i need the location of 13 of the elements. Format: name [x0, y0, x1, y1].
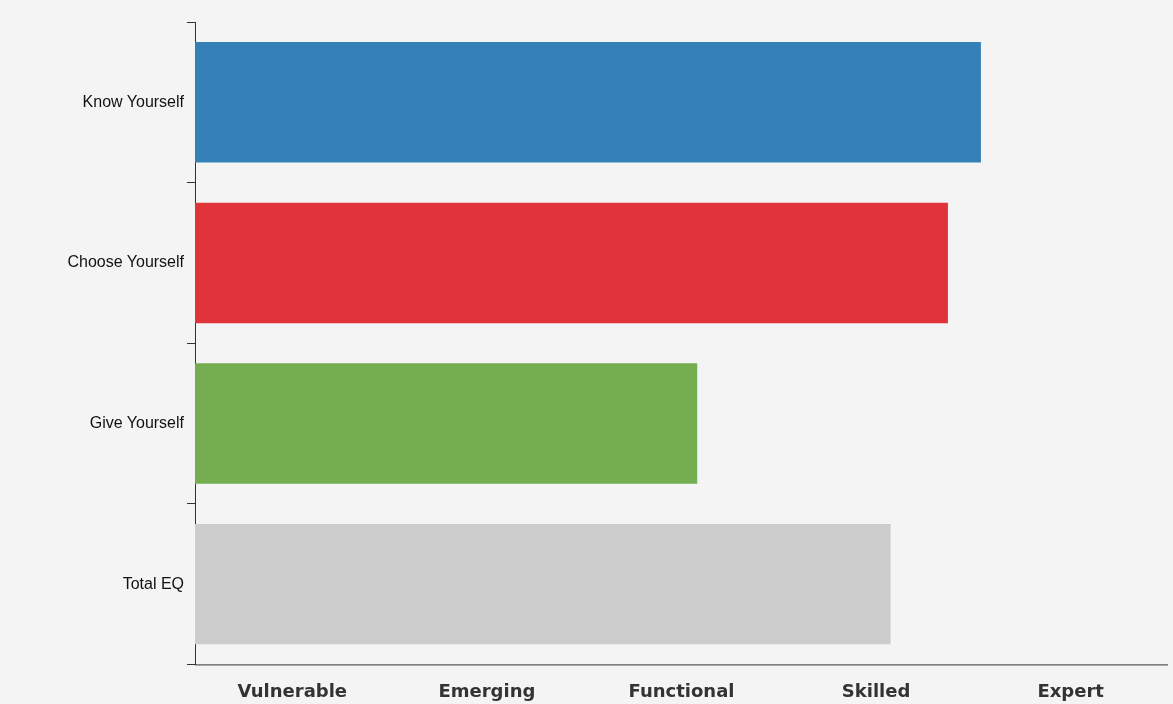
text: Functional	[627, 679, 736, 703]
bar	[195, 523, 891, 645]
text: Emerging	[437, 679, 537, 703]
bar	[195, 363, 698, 484]
y-tick-label: Choose Yourself	[67, 253, 185, 271]
bar	[195, 42, 981, 163]
text: Vulnerable	[236, 679, 349, 703]
y-tick-label: Total EQ	[122, 574, 184, 592]
text: Skilled	[840, 679, 912, 703]
bar	[195, 202, 948, 324]
y-tick-label: Give Yourself	[89, 413, 185, 431]
text: Expert	[1036, 679, 1105, 703]
y-tick-label: Know Yourself	[82, 92, 185, 110]
